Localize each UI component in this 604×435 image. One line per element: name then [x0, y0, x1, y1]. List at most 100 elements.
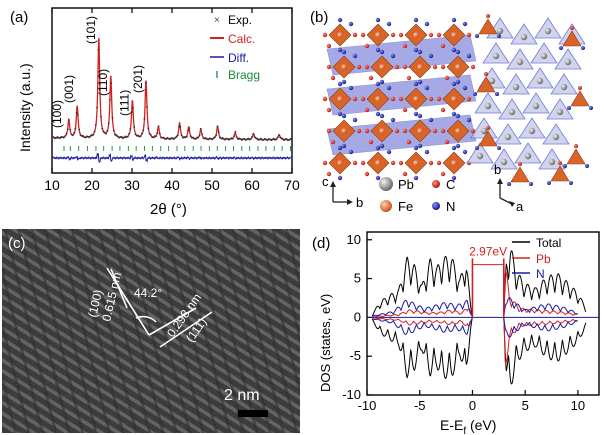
exp-point [130, 111, 133, 114]
exp-point [207, 138, 210, 141]
c-atom [444, 75, 450, 81]
n-atom [428, 53, 434, 59]
exp-point [262, 139, 265, 141]
exp-point [92, 133, 95, 136]
n-atom [337, 145, 343, 151]
dos-n-spin-down [372, 317, 473, 335]
scalebar [238, 410, 268, 417]
n-atom [455, 79, 461, 85]
panel-d-legend: Total Pb N [512, 236, 561, 281]
n-atom [495, 92, 499, 96]
n-atom [413, 47, 419, 53]
exp-point [233, 135, 235, 138]
peak-label: (001) [62, 75, 76, 103]
legend-c-label: C [446, 177, 455, 192]
exp-point [107, 122, 110, 125]
c-atom [356, 128, 362, 134]
exp-point [277, 134, 280, 137]
c-atom-icon [432, 180, 440, 188]
plane-100-label: (100) [85, 288, 105, 318]
n-atom [341, 79, 347, 85]
exp-point [228, 139, 230, 141]
panel-a-x-ticks: 10 20 30 40 50 60 70 [44, 8, 300, 193]
n-atom [413, 175, 419, 181]
fe-atom [375, 160, 381, 166]
exp-point [169, 138, 171, 141]
n-atom [497, 146, 501, 150]
fe-atom [455, 64, 461, 70]
n-atom [475, 146, 479, 150]
n-atom [563, 164, 567, 168]
exp-point [59, 137, 61, 140]
legend-pb-dos-label: Pb [536, 252, 551, 266]
n-atom [581, 46, 585, 50]
n-atom [424, 21, 430, 27]
n-atom [375, 81, 381, 87]
panel-b-legend: Pb C Fe N [379, 177, 455, 214]
x-tick-label: 30 [124, 177, 140, 193]
exp-point [68, 119, 70, 121]
pb-atom [536, 77, 544, 85]
n-atom [466, 117, 472, 123]
exp-point [217, 131, 220, 134]
exp-point [166, 136, 169, 139]
exp-point [112, 129, 115, 132]
n-atom [379, 49, 385, 55]
c-atom [326, 171, 332, 177]
fe-octahedron [570, 90, 590, 107]
x-tick-label: 40 [164, 177, 180, 193]
exp-point [153, 135, 156, 138]
exp-point [66, 128, 69, 131]
n-atom [451, 145, 457, 151]
exp-point [106, 129, 109, 132]
pb-atom [516, 58, 524, 66]
c-atom [432, 64, 438, 70]
exp-point [180, 134, 183, 137]
exp-point [199, 127, 202, 130]
pb-atom [528, 127, 536, 135]
c-atom [326, 128, 332, 134]
x-tick-label: 0 [469, 398, 476, 413]
legend-pb-label: Pb [398, 177, 414, 192]
c-atom [484, 72, 488, 76]
exp-point [88, 136, 91, 139]
n-atom [417, 49, 423, 55]
n-atom [497, 34, 501, 38]
panel-c-hrtem: (c) 0.615 nm (100) 44.2° 0.298 nm (111) … [2, 229, 300, 433]
c-atom [368, 139, 374, 145]
exp-point [267, 138, 270, 140]
exp-point [91, 134, 93, 136]
peak-label: (100) [50, 100, 64, 128]
exp-point [247, 137, 250, 140]
fe-octahedron [550, 165, 570, 182]
fe-atom [417, 128, 423, 134]
c-atom [466, 96, 472, 102]
dos-pb-spin-up [503, 270, 578, 318]
c-atom [406, 75, 412, 81]
pb-atom [560, 83, 568, 91]
exp-point [69, 128, 72, 131]
n-atom [379, 113, 385, 119]
exp-point [215, 134, 218, 137]
exp-point [213, 136, 216, 138]
exp-point [251, 135, 253, 138]
c-atom [364, 128, 370, 134]
c-atom [356, 64, 362, 70]
exp-point [56, 136, 59, 138]
angle-label: 44.2° [134, 286, 162, 300]
y-tick-label: 0 [354, 309, 361, 324]
exp-point [101, 127, 104, 130]
x-tick-label: 50 [204, 177, 220, 193]
exp-point [129, 128, 132, 130]
axis-b-label-left: b [356, 195, 363, 210]
pb-atom [508, 108, 516, 116]
exp-point [188, 127, 191, 130]
exp-point [187, 129, 189, 132]
pb-atom [564, 58, 572, 66]
c-atom [466, 32, 472, 38]
exp-point [185, 135, 188, 138]
panel-d-dos: (d) DOS (states, eV) E-Ef (eV) -10 -5 0 5 10… [312, 231, 600, 435]
exp-point [64, 135, 67, 137]
exp-point [266, 139, 269, 142]
n-atom [413, 145, 419, 151]
